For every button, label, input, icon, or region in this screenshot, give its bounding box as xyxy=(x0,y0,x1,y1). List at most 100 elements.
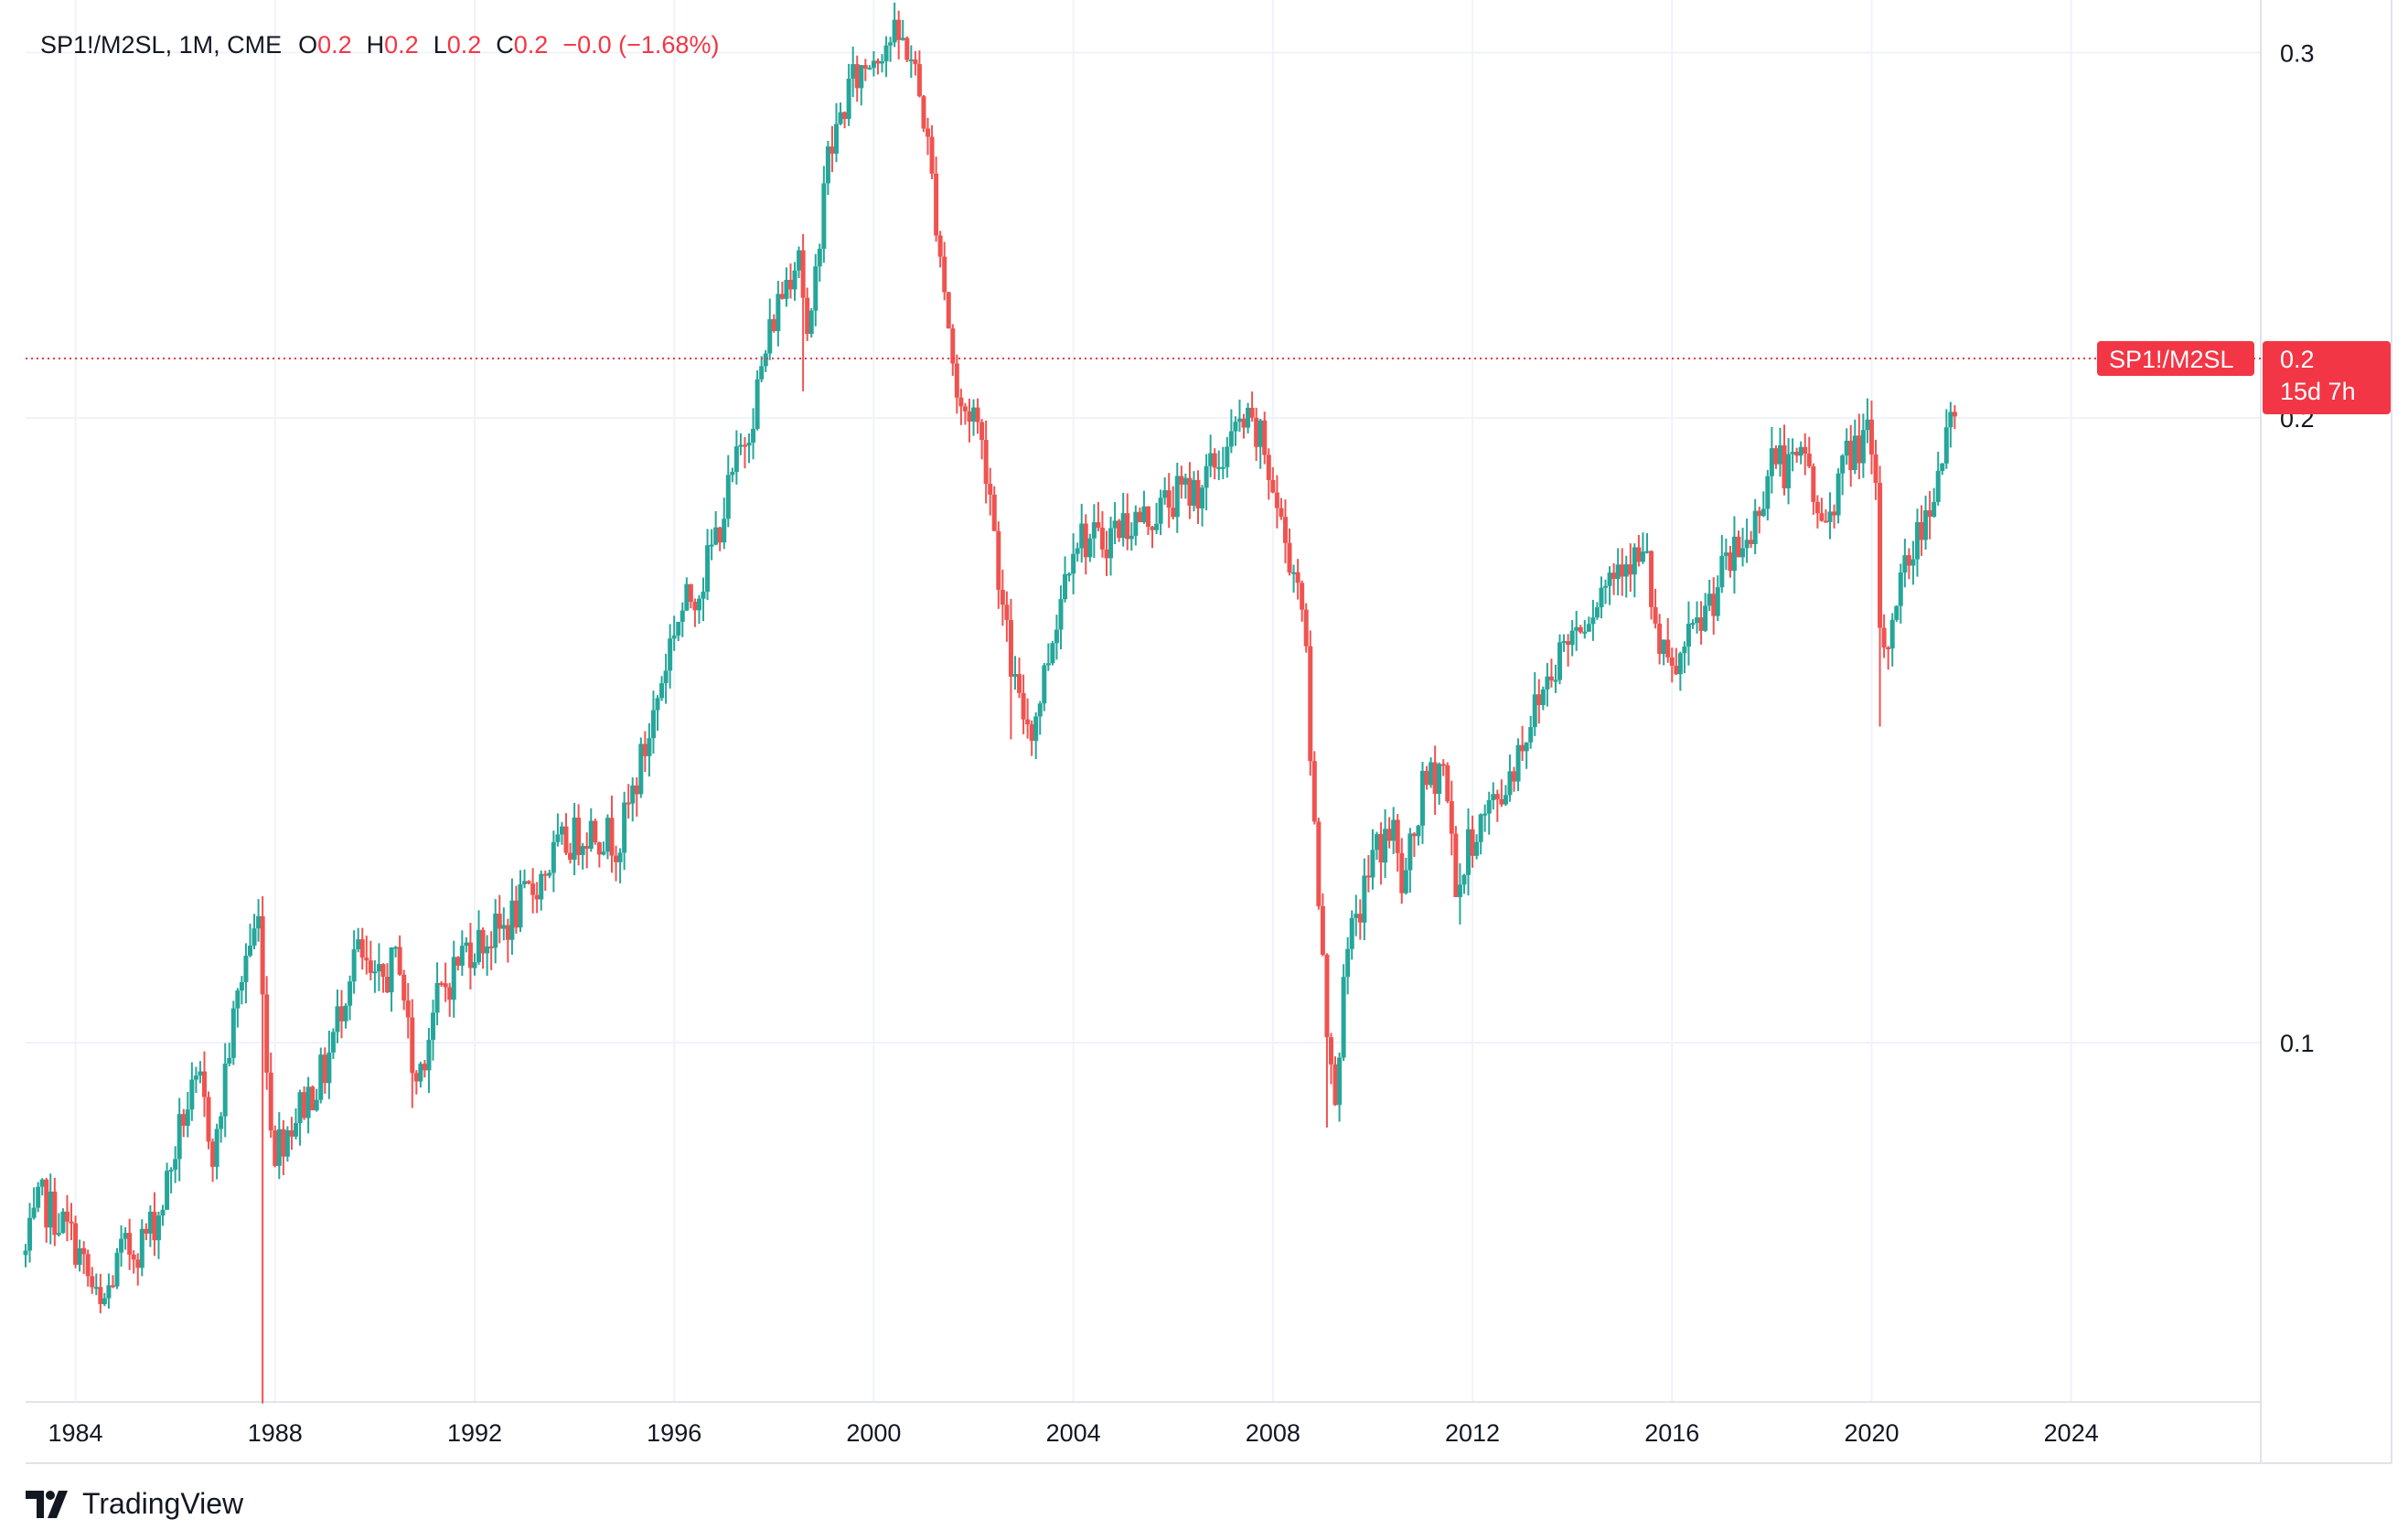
candle-body xyxy=(1133,511,1139,536)
candle-body xyxy=(27,1217,33,1251)
candle-body xyxy=(1707,594,1712,606)
candle-body xyxy=(1374,834,1379,851)
candle-body xyxy=(513,900,519,928)
candle-body xyxy=(152,1211,157,1241)
candle-body xyxy=(1474,841,1480,856)
candle-body xyxy=(1749,540,1754,544)
candle-body xyxy=(1179,476,1184,485)
candle-body xyxy=(431,1012,436,1041)
time-axis-tick: 1996 xyxy=(647,1419,701,1447)
candle-body xyxy=(64,1211,70,1222)
candle-body xyxy=(638,744,644,795)
tradingview-brand[interactable]: TradingView xyxy=(26,1487,243,1521)
candle-body xyxy=(1524,742,1529,752)
candle-body xyxy=(497,914,502,929)
candle-body xyxy=(52,1192,58,1236)
candle-body xyxy=(1852,435,1857,470)
candle-body xyxy=(825,146,830,184)
candle-body xyxy=(883,45,889,62)
candle-body xyxy=(630,785,636,804)
time-axis-tick: 2000 xyxy=(846,1419,901,1447)
candle-body xyxy=(193,1075,198,1080)
candle-body xyxy=(401,974,407,1001)
candle-body xyxy=(464,942,469,947)
candle-body xyxy=(614,855,619,862)
candle-body xyxy=(563,826,569,853)
candle-body xyxy=(913,59,918,65)
candle-body xyxy=(1087,538,1093,558)
candle-body xyxy=(1383,829,1388,863)
price-axis-labels: 0.60.50.40.30.20.1 xyxy=(2280,39,2315,1057)
symbol-tag xyxy=(2097,341,2254,376)
candle-body xyxy=(813,266,819,311)
candle-body xyxy=(1674,665,1679,675)
candle-body xyxy=(967,411,972,422)
candle-body xyxy=(642,744,647,756)
chart-grid xyxy=(26,0,2261,1402)
candle-body xyxy=(733,446,739,473)
candle-body xyxy=(314,1099,319,1111)
candle-body xyxy=(60,1211,66,1234)
candle-body xyxy=(181,1114,187,1127)
candle-body xyxy=(1860,430,1866,464)
candle-body xyxy=(792,270,797,290)
candle-body xyxy=(1083,523,1088,558)
candle-body xyxy=(1241,418,1247,428)
candle-body xyxy=(214,1129,219,1167)
candle-body xyxy=(593,820,598,843)
candle-body xyxy=(1440,764,1446,766)
candle-body xyxy=(908,59,914,62)
candle-body xyxy=(210,1141,216,1167)
time-axis-tick: 2012 xyxy=(1445,1419,1500,1447)
candle-body xyxy=(1620,564,1625,577)
candle-body xyxy=(1316,821,1322,906)
candle-body xyxy=(746,443,752,446)
candle-body xyxy=(102,1298,107,1305)
candle-body xyxy=(293,1123,298,1137)
candle-body xyxy=(576,818,582,855)
candle-body xyxy=(730,472,735,476)
candle-body xyxy=(422,1064,427,1071)
candle-body xyxy=(1154,523,1160,530)
candle-body xyxy=(1453,833,1459,897)
candle-body xyxy=(1058,599,1064,630)
candle-body xyxy=(69,1221,74,1224)
candle-body xyxy=(1599,587,1604,608)
candle-body xyxy=(410,1017,415,1074)
candle-body xyxy=(131,1254,136,1260)
candle-body xyxy=(1886,647,1891,650)
candle-body xyxy=(875,60,881,64)
candle-body xyxy=(397,947,402,975)
candle-body xyxy=(1295,572,1300,583)
candle-body xyxy=(1246,407,1251,428)
candle-body xyxy=(1187,477,1193,506)
candle-body xyxy=(90,1276,95,1288)
candle-body xyxy=(434,982,440,1013)
candle-body xyxy=(372,971,378,974)
candle-body xyxy=(1345,948,1351,978)
candle-body xyxy=(559,826,564,835)
candle-body xyxy=(284,1129,290,1157)
candle-body xyxy=(1099,527,1105,550)
candle-body xyxy=(343,1005,348,1022)
candle-body xyxy=(1566,641,1571,646)
legend-symbol[interactable]: SP1!/M2SL, 1M, CME xyxy=(40,31,283,59)
candle-body xyxy=(493,914,498,948)
candle-body xyxy=(189,1079,195,1110)
candle-body xyxy=(1548,676,1554,680)
candle-body xyxy=(227,1057,232,1065)
candle-body xyxy=(609,818,615,856)
legend-close-value: 0.2 xyxy=(513,31,549,59)
candle-body xyxy=(1811,465,1816,502)
candle-body xyxy=(447,987,453,1000)
candle-body xyxy=(1145,506,1150,528)
candle-body xyxy=(426,1040,432,1071)
candle-body xyxy=(663,670,669,684)
candle-body xyxy=(1195,479,1201,508)
chart-legend: SP1!/M2SL, 1M, CME O0.2 H0.2 L0.2 C0.2 −0.0 (… xyxy=(40,31,719,59)
candle-body xyxy=(1075,548,1080,554)
candle-body xyxy=(787,280,793,290)
candle-body xyxy=(808,310,814,335)
candle-body xyxy=(1794,452,1800,456)
